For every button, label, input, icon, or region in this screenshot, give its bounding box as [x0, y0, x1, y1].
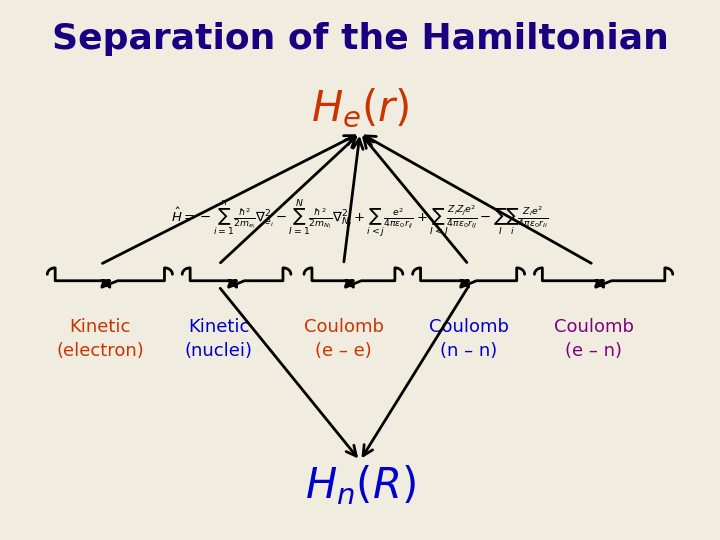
Text: Coulomb
(n – n): Coulomb (n – n): [428, 319, 508, 360]
Text: $\mathit{H}_n(\mathit{R})$: $\mathit{H}_n(\mathit{R})$: [305, 463, 415, 507]
Text: Kinetic
(electron): Kinetic (electron): [56, 319, 144, 360]
Text: Coulomb
(e – n): Coulomb (e – n): [554, 319, 634, 360]
Text: $\hat{H} = -\sum_{i=1}^{n}\frac{\hbar^2}{2m_{e_i}}\nabla^2_{e_i} - \sum_{I=1}^{N: $\hat{H} = -\sum_{i=1}^{n}\frac{\hbar^2}…: [171, 198, 549, 240]
Text: Separation of the Hamiltonian: Separation of the Hamiltonian: [52, 22, 668, 56]
Text: Coulomb
(e – e): Coulomb (e – e): [304, 319, 384, 360]
Text: Kinetic
(nuclei): Kinetic (nuclei): [184, 319, 253, 360]
Text: $\mathit{H}_e(\mathit{r})$: $\mathit{H}_e(\mathit{r})$: [311, 87, 409, 131]
